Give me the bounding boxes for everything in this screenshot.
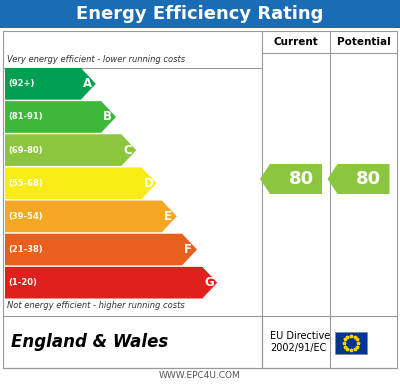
Text: C: C <box>123 144 132 157</box>
Polygon shape <box>5 134 136 166</box>
Text: 80: 80 <box>356 170 381 188</box>
Text: Energy Efficiency Rating: Energy Efficiency Rating <box>76 5 324 23</box>
Bar <box>0 0 400 28</box>
Text: 2002/91/EC: 2002/91/EC <box>270 343 326 353</box>
Polygon shape <box>5 168 156 199</box>
Text: Very energy efficient - lower running costs: Very energy efficient - lower running co… <box>7 55 185 64</box>
Bar <box>3 31 397 368</box>
Text: E: E <box>164 210 172 223</box>
Text: (69-80): (69-80) <box>8 146 42 154</box>
Text: (39-54): (39-54) <box>8 212 43 221</box>
Polygon shape <box>5 267 217 298</box>
Text: F: F <box>184 243 192 256</box>
Text: A: A <box>83 77 92 90</box>
Bar <box>335 332 367 354</box>
Polygon shape <box>5 68 96 100</box>
Text: EU Directive: EU Directive <box>270 331 330 341</box>
Text: B: B <box>103 111 112 123</box>
Text: 80: 80 <box>288 170 314 188</box>
Polygon shape <box>5 101 116 133</box>
Text: (55-68): (55-68) <box>8 179 43 188</box>
Text: Potential: Potential <box>337 37 390 47</box>
Polygon shape <box>328 164 390 194</box>
Text: Current: Current <box>274 37 318 47</box>
Text: (92+): (92+) <box>8 79 34 88</box>
Text: G: G <box>204 276 214 289</box>
Text: (1-20): (1-20) <box>8 278 37 287</box>
Text: D: D <box>144 177 153 190</box>
Polygon shape <box>260 164 322 194</box>
Polygon shape <box>5 234 197 265</box>
Text: Not energy efficient - higher running costs: Not energy efficient - higher running co… <box>7 301 185 310</box>
Text: (21-38): (21-38) <box>8 245 43 254</box>
Polygon shape <box>5 201 177 232</box>
Text: England & Wales: England & Wales <box>11 333 168 351</box>
Text: (81-91): (81-91) <box>8 113 43 121</box>
Text: WWW.EPC4U.COM: WWW.EPC4U.COM <box>159 371 241 380</box>
